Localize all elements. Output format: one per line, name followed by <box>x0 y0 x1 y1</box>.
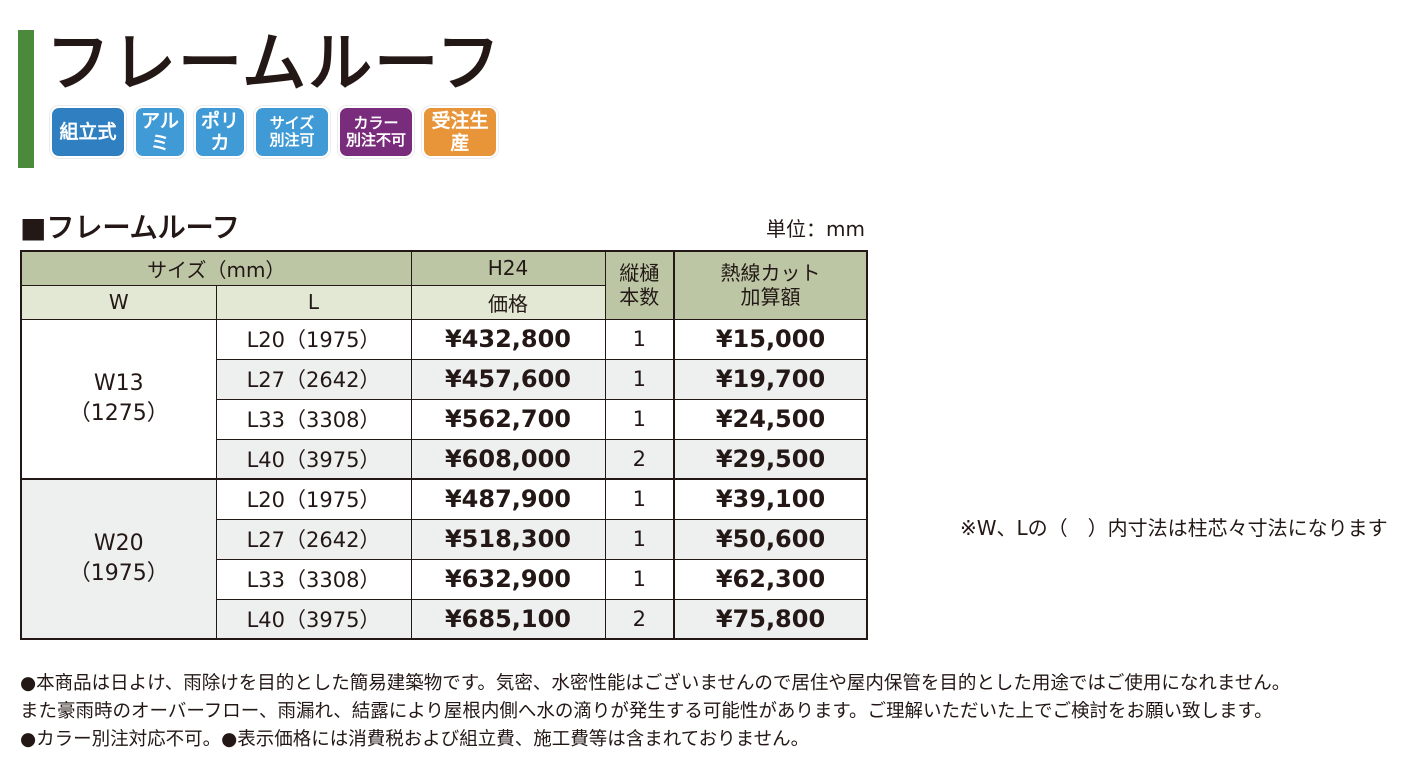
length-cell: L20（1975） <box>215 478 412 520</box>
downspout-count-cell: 1 <box>604 478 675 520</box>
table-row: L40（3975） ¥685,100 2 ¥75,800 <box>21 598 868 640</box>
table-row: W13 （1275） L20（1975） ¥432,800 1 ¥15,000 <box>20 318 868 480</box>
dimension-note: ※W、Lの（ ）内寸法は柱芯々寸法になります <box>960 516 1388 540</box>
heat-cut-price-cell: ¥39,100 <box>673 478 868 520</box>
height-header: H24 <box>410 250 606 286</box>
length-header: L <box>215 284 412 320</box>
footnote-line: ●カラー別注対応不可。●表示価格には消費税および組立費、施工費等は含まれておりま… <box>20 729 810 750</box>
length-cell: L33（3308） <box>215 398 412 440</box>
length-cell: L27（2642） <box>215 358 412 400</box>
downspout-count-cell: 1 <box>604 318 675 360</box>
price-cell: ¥432,800 <box>410 318 606 360</box>
downspout-count-cell: 1 <box>604 518 675 560</box>
table-row: L40（3975） ¥608,000 2 ¥29,500 <box>21 438 868 480</box>
heat-cut-price-cell: ¥29,500 <box>673 438 868 480</box>
downspout-count-cell: 1 <box>604 358 675 400</box>
feature-badge: 組立式 <box>50 106 126 158</box>
width-cell: W20 （1975） <box>20 478 217 640</box>
price-cell: ¥562,700 <box>410 398 606 440</box>
feature-badge: ポリカ <box>194 106 246 158</box>
length-cell: L40（3975） <box>215 438 412 480</box>
heat-cut-price-cell: ¥62,300 <box>673 558 868 600</box>
downspout-count-cell: 1 <box>604 398 675 440</box>
section-title: ■フレームルーフ <box>20 211 240 244</box>
downspout-count-cell: 1 <box>604 558 675 600</box>
feature-badge: サイズ 別注可 <box>254 106 330 158</box>
length-cell: L20（1975） <box>215 318 412 360</box>
table-row: L27（2642） ¥457,600 1 ¥19,700 <box>21 358 868 400</box>
feature-badge: カラー 別注不可 <box>338 106 414 158</box>
heat-cut-price-cell: ¥50,600 <box>673 518 868 560</box>
downspout-header: 縦樋 本数 <box>604 250 675 320</box>
length-cell: L40（3975） <box>215 598 412 640</box>
downspout-count-cell: 2 <box>604 598 675 640</box>
feature-badge: 受注生産 <box>422 106 498 158</box>
price-table-body: W13 （1275） L20（1975） ¥432,800 1 ¥15,000 L27（2… <box>20 318 868 640</box>
price-cell: ¥632,900 <box>410 558 606 600</box>
price-cell: ¥487,900 <box>410 478 606 520</box>
footnote-line: ●本商品は日よけ、雨除けを目的とした簡易建築物です。気密、水密性能はございません… <box>20 673 1291 694</box>
heat-cut-price-cell: ¥19,700 <box>673 358 868 400</box>
width-cell: W13 （1275） <box>20 318 217 480</box>
heat-cut-price-cell: ¥75,800 <box>673 598 868 640</box>
feature-badges: 組立式 アルミ ポリカ サイズ 別注可 カラー 別注不可 受注生産 <box>50 106 498 158</box>
price-cell: ¥608,000 <box>410 438 606 480</box>
width-header: W <box>20 284 217 320</box>
feature-badge: アルミ <box>134 106 186 158</box>
price-cell: ¥457,600 <box>410 358 606 400</box>
page-title: フレームルーフ <box>46 27 503 101</box>
footnote-line: また豪雨時のオーバーフロー、雨漏れ、結露により屋根内側へ水の滴りが発生する可能性… <box>20 701 1273 722</box>
table-row: L27（2642） ¥518,300 1 ¥50,600 <box>21 518 868 560</box>
length-cell: L33（3308） <box>215 558 412 600</box>
title-accent-bar <box>18 30 34 168</box>
table-row: L33（3308） ¥632,900 1 ¥62,300 <box>21 558 868 600</box>
footnotes: ●本商品は日よけ、雨除けを目的とした簡易建築物です。気密、水密性能はございません… <box>20 670 1290 754</box>
table-row: W20 （1975） L20（1975） ¥487,900 1 ¥39,100 <box>20 478 868 640</box>
price-table: サイズ（mm） H24 縦樋 本数 熱線カット 加算額 W L 価格 W13 （… <box>20 250 868 640</box>
length-cell: L27（2642） <box>215 518 412 560</box>
unit-label: 単位：mm <box>766 217 865 241</box>
heat-cut-header: 熱線カット 加算額 <box>673 250 868 320</box>
heat-cut-price-cell: ¥24,500 <box>673 398 868 440</box>
price-cell: ¥685,100 <box>410 598 606 640</box>
heat-cut-price-cell: ¥15,000 <box>673 318 868 360</box>
size-header: サイズ（mm） <box>20 250 412 286</box>
downspout-count-cell: 2 <box>604 438 675 480</box>
price-header: 価格 <box>410 284 606 320</box>
price-cell: ¥518,300 <box>410 518 606 560</box>
